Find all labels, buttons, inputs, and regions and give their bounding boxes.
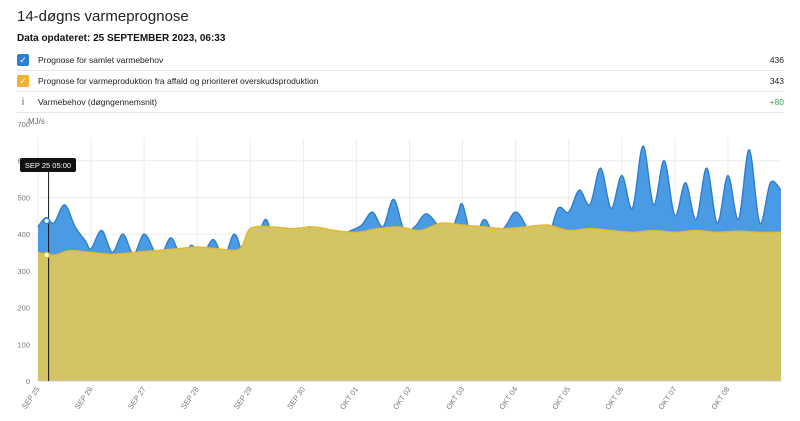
x-tick-label: SEP 25 [20,385,42,411]
legend-label: Varmebehov (døgngennemsnit) [38,97,157,107]
checkbox-checked-icon[interactable]: ✓ [17,75,29,87]
cursor-point [43,217,51,225]
page-title: 14-døgns varmeprognose [17,8,189,25]
y-tick-label: 200 [17,304,30,313]
x-tick-label: OKT 06 [603,385,625,411]
legend-item-daily-average[interactable]: i Varmebehov (døgngennemsnit) +80 [17,92,784,113]
legend-item-waste-production[interactable]: ✓ Prognose for varmeproduktion fra affal… [17,71,784,92]
area-waste-production-line [37,222,782,256]
y-unit-label: MJ/s [28,117,45,126]
legend-label: Prognose for samlet varmebehov [38,55,164,65]
x-tick-label: SEP 29 [232,385,254,411]
x-tick-label: OKT 03 [444,385,466,411]
legend-label: Prognose for varmeproduktion fra affald … [38,76,319,86]
x-tick-label: OKT 02 [391,385,413,411]
x-tick-label: SEP 30 [285,385,307,411]
legend-value: 343 [769,76,784,86]
y-tick-label: 0 [26,377,30,386]
y-tick-label: 500 [17,193,30,202]
area-waste-production [38,222,781,381]
legend-value: 436 [769,55,784,65]
x-tick-label: SEP 28 [179,385,201,411]
y-tick-label: 100 [17,340,30,349]
x-tick-label: OKT 07 [656,385,678,411]
cursor-tooltip-label: SEP 25 05:00 [25,161,71,170]
x-tick-label: SEP 27 [126,385,148,411]
checkbox-checked-icon[interactable]: ✓ [17,54,29,66]
y-tick-label: 700 [17,120,30,129]
info-icon[interactable]: i [21,96,25,108]
x-tick-label: OKT 01 [338,385,360,411]
x-tick-label: OKT 04 [497,385,519,411]
legend-value: +80 [769,97,784,107]
data-updated-timestamp: Data opdateret: 25 SEPTEMBER 2023, 06:33 [17,33,226,44]
x-tick-label: SEP 26 [73,385,95,411]
legend-item-total-demand[interactable]: ✓ Prognose for samlet varmebehov 436 [17,50,784,71]
y-tick-label: 400 [17,230,30,239]
x-tick-label: OKT 08 [709,385,731,411]
y-tick-label: 300 [17,267,30,276]
cursor-tooltip [20,158,76,172]
cursor-point [43,251,51,259]
x-tick-label: OKT 05 [550,385,572,411]
